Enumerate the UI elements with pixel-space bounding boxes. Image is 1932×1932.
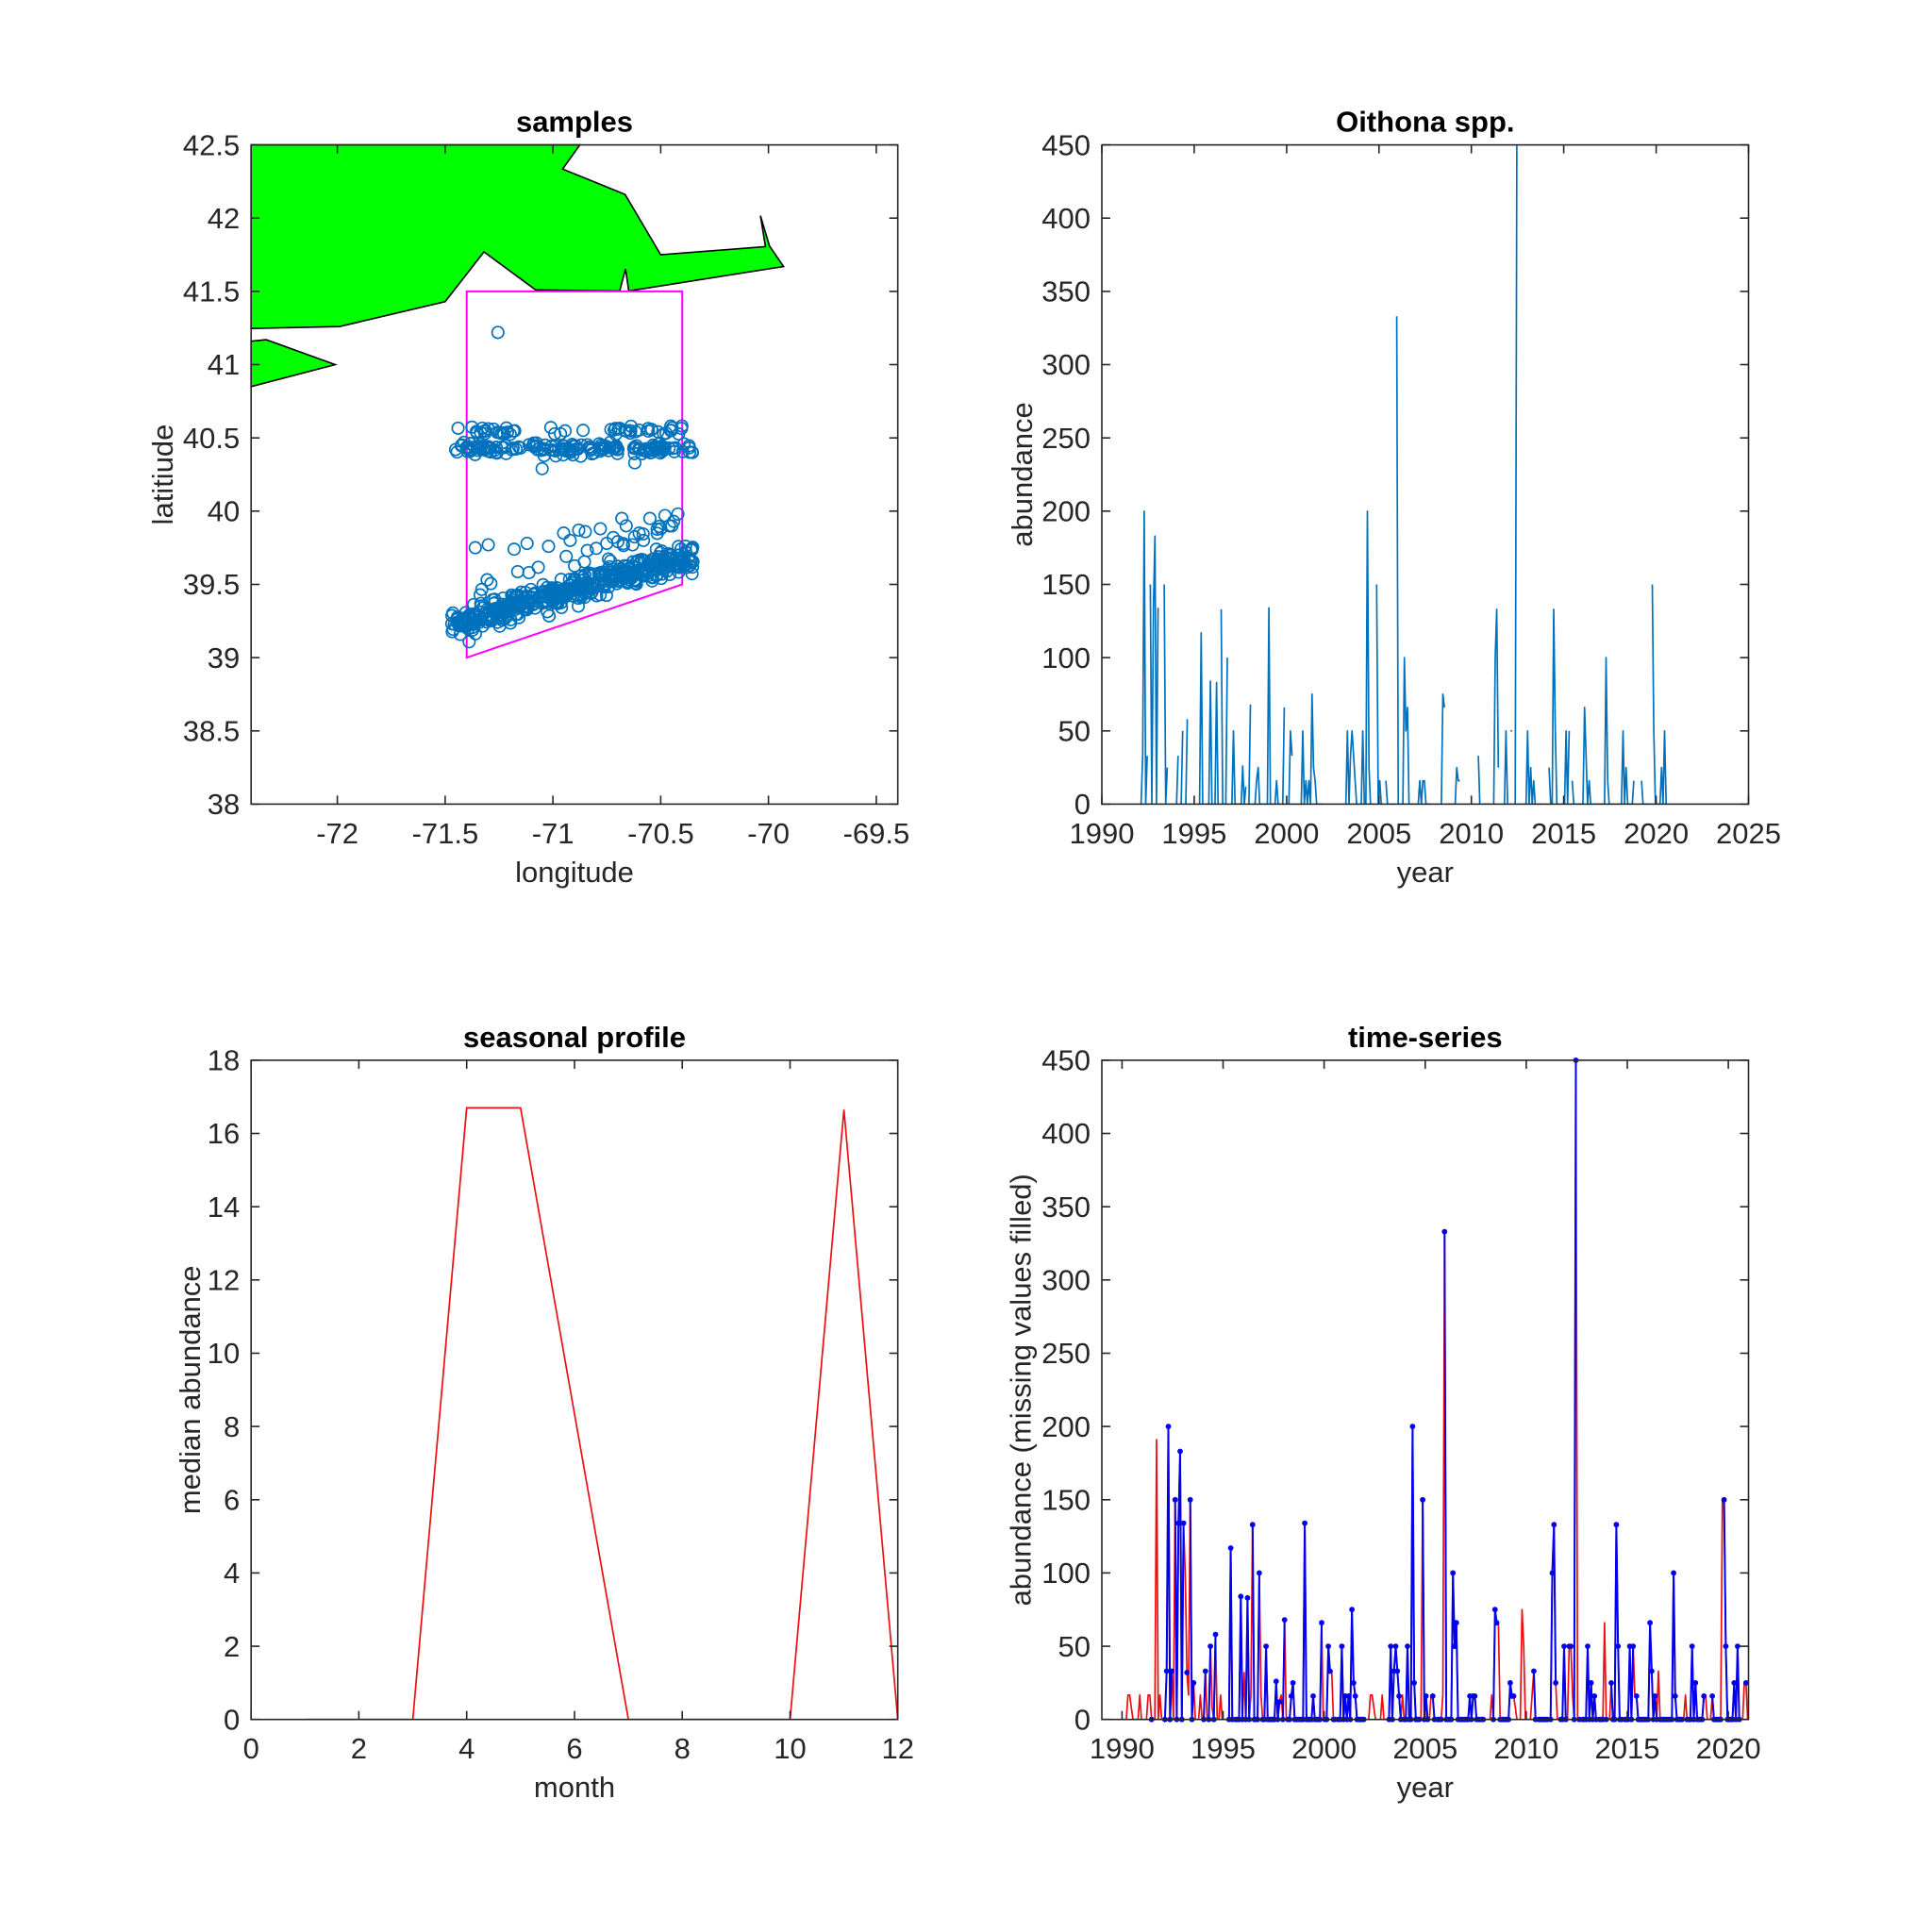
svg-text:10: 10 — [774, 1732, 806, 1765]
svg-text:40.5: 40.5 — [183, 422, 240, 455]
svg-text:0: 0 — [1074, 1703, 1091, 1736]
svg-text:8: 8 — [224, 1410, 240, 1443]
svg-text:Oithona spp.: Oithona spp. — [1336, 106, 1514, 139]
svg-text:0: 0 — [1074, 788, 1091, 821]
svg-text:38.5: 38.5 — [183, 715, 240, 748]
svg-text:39: 39 — [208, 641, 240, 675]
svg-text:abundance (missing values fill: abundance (missing values filled) — [1005, 1174, 1038, 1606]
svg-text:-70: -70 — [747, 817, 790, 850]
svg-text:100: 100 — [1041, 641, 1091, 675]
svg-text:10: 10 — [208, 1337, 240, 1370]
svg-text:16: 16 — [208, 1117, 240, 1150]
svg-text:samples: samples — [516, 106, 633, 139]
svg-text:latitiude: latitiude — [146, 425, 179, 525]
svg-text:200: 200 — [1041, 495, 1091, 528]
svg-text:2: 2 — [224, 1630, 240, 1663]
svg-text:150: 150 — [1041, 1484, 1091, 1517]
svg-text:4: 4 — [224, 1557, 240, 1590]
svg-text:6: 6 — [566, 1732, 582, 1765]
svg-text:2000: 2000 — [1291, 1732, 1357, 1765]
svg-text:2020: 2020 — [1696, 1732, 1761, 1765]
svg-text:50: 50 — [1058, 715, 1091, 748]
svg-text:400: 400 — [1041, 202, 1091, 235]
svg-text:250: 250 — [1041, 422, 1091, 455]
svg-text:300: 300 — [1041, 348, 1091, 381]
svg-text:2020: 2020 — [1624, 817, 1689, 850]
svg-text:2005: 2005 — [1346, 817, 1411, 850]
svg-text:-71: -71 — [532, 817, 575, 850]
svg-text:38: 38 — [208, 788, 240, 821]
svg-text:12: 12 — [881, 1732, 913, 1765]
svg-text:year: year — [1397, 1771, 1454, 1804]
svg-text:longitude: longitude — [515, 856, 634, 889]
svg-text:median abundance: median abundance — [174, 1265, 207, 1514]
svg-text:year: year — [1397, 856, 1454, 889]
svg-text:250: 250 — [1041, 1337, 1091, 1370]
svg-text:2015: 2015 — [1531, 817, 1596, 850]
svg-text:0: 0 — [243, 1732, 259, 1765]
svg-text:2005: 2005 — [1392, 1732, 1457, 1765]
svg-text:6: 6 — [224, 1484, 240, 1517]
svg-text:350: 350 — [1041, 275, 1091, 308]
svg-text:abundance: abundance — [1006, 402, 1039, 546]
svg-text:42: 42 — [208, 202, 240, 235]
svg-text:2025: 2025 — [1716, 817, 1781, 850]
svg-text:150: 150 — [1041, 568, 1091, 601]
svg-text:8: 8 — [675, 1732, 691, 1765]
svg-text:2010: 2010 — [1439, 817, 1504, 850]
svg-text:100: 100 — [1041, 1557, 1091, 1590]
svg-text:-71.5: -71.5 — [412, 817, 479, 850]
svg-text:400: 400 — [1041, 1117, 1091, 1150]
svg-text:12: 12 — [208, 1264, 240, 1297]
svg-text:42.5: 42.5 — [183, 128, 240, 161]
svg-text:time-series: time-series — [1348, 1021, 1503, 1054]
svg-text:450: 450 — [1041, 128, 1091, 161]
svg-text:50: 50 — [1058, 1630, 1091, 1663]
svg-text:39.5: 39.5 — [183, 568, 240, 601]
svg-text:4: 4 — [458, 1732, 475, 1765]
svg-text:-69.5: -69.5 — [843, 817, 910, 850]
svg-text:1990: 1990 — [1070, 817, 1135, 850]
svg-text:41.5: 41.5 — [183, 275, 240, 308]
svg-text:seasonal profile: seasonal profile — [463, 1021, 686, 1054]
svg-text:2000: 2000 — [1254, 817, 1319, 850]
svg-text:200: 200 — [1041, 1410, 1091, 1443]
svg-text:-72: -72 — [316, 817, 358, 850]
svg-text:1990: 1990 — [1090, 1732, 1155, 1765]
svg-text:14: 14 — [208, 1191, 240, 1224]
svg-text:-70.5: -70.5 — [627, 817, 694, 850]
svg-text:41: 41 — [208, 348, 240, 381]
svg-text:1995: 1995 — [1191, 1732, 1256, 1765]
svg-text:300: 300 — [1041, 1264, 1091, 1297]
svg-text:2010: 2010 — [1493, 1732, 1558, 1765]
svg-text:18: 18 — [208, 1044, 240, 1077]
svg-text:2: 2 — [351, 1732, 367, 1765]
svg-text:month: month — [534, 1771, 615, 1804]
svg-text:350: 350 — [1041, 1191, 1091, 1224]
svg-text:1995: 1995 — [1161, 817, 1226, 850]
svg-text:2015: 2015 — [1595, 1732, 1660, 1765]
svg-text:40: 40 — [208, 495, 240, 528]
svg-text:0: 0 — [224, 1703, 240, 1736]
svg-text:450: 450 — [1041, 1044, 1091, 1077]
